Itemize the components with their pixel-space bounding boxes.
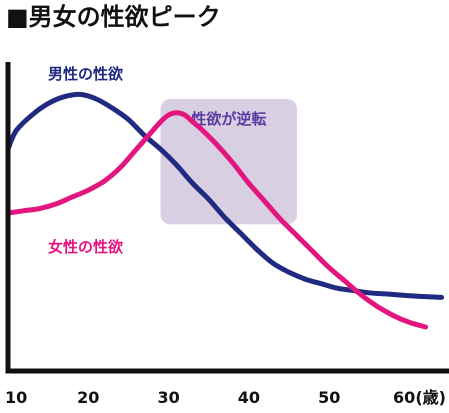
page-title: ■男女の性欲ピーク: [6, 3, 221, 31]
female-series-label: 女性の性欲: [48, 238, 123, 256]
x-tick-label: 60(歳): [393, 388, 446, 407]
x-tick-label: 10: [5, 388, 27, 407]
x-tick-label: 20: [77, 388, 99, 407]
x-tick-label: 30: [157, 388, 179, 407]
reversal-label: 性欲が逆転: [191, 110, 266, 128]
x-tick-label: 50: [318, 388, 340, 407]
male-series-label: 男性の性欲: [48, 65, 123, 83]
female-libido-line: [5, 110, 429, 330]
x-tick-label: 40: [238, 388, 260, 407]
male-libido-line: [5, 91, 445, 300]
